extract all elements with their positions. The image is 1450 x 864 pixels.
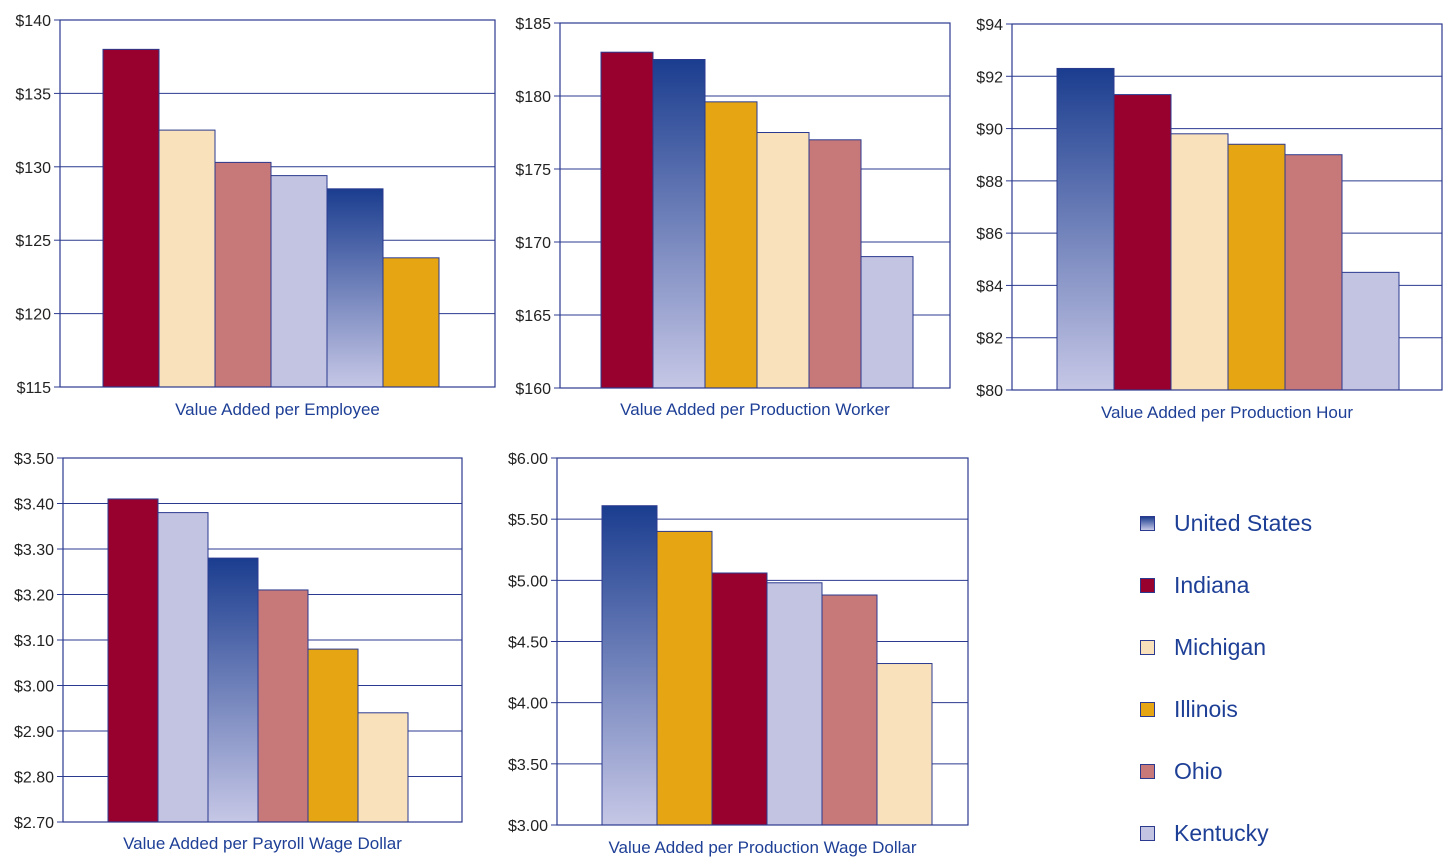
bar-kentucky [766, 582, 823, 826]
legend-item-kentucky: Kentucky [1140, 802, 1430, 864]
bar-michigan [756, 132, 810, 389]
chart-employee: $115 $120 $125 $130 $135 $140 Value Added per … [15, 13, 496, 419]
y-tick-label: $2.80 [14, 770, 54, 787]
x-axis-label: Value Added per Payroll Wage Dollar [123, 834, 402, 853]
legend-item-indiana: Indiana [1140, 554, 1430, 616]
y-tick-label: $3.40 [14, 497, 54, 514]
legend-item-ohio: Ohio [1140, 740, 1430, 802]
y-tick-label: $94 [976, 17, 1003, 34]
bar-illinois [307, 648, 359, 823]
x-axis-label: Value Added per Employee [175, 400, 380, 419]
bar-illinois [656, 530, 713, 826]
bar-michigan [876, 663, 933, 826]
y-tick-label: $120 [15, 307, 51, 324]
bar-indiana [600, 51, 654, 389]
bar-united-states [326, 188, 384, 388]
y-tick-label: $82 [976, 331, 1003, 348]
y-tick-label: $3.20 [14, 588, 54, 605]
bar-michigan [1170, 133, 1229, 391]
y-tick-label: $80 [976, 383, 1003, 400]
y-tick-label: $2.90 [14, 724, 54, 741]
legend-label: Ohio [1174, 757, 1223, 784]
legend-swatch [1140, 639, 1155, 655]
y-tick-label: $90 [976, 122, 1003, 139]
bar-kentucky [157, 512, 209, 823]
bar-michigan [158, 129, 216, 388]
bar-illinois [1227, 143, 1286, 391]
chart-production-worker: $160 $165 $170 $175 $180 $185 Value Added per … [515, 16, 951, 419]
bar-united-states [601, 505, 658, 826]
bar-illinois [704, 101, 758, 389]
y-tick-label: $115 [17, 380, 52, 397]
x-axis-label: Value Added per Production Hour [1101, 403, 1353, 422]
legend-label: Kentucky [1174, 819, 1269, 846]
x-axis-label: Value Added per Production Worker [620, 400, 890, 419]
y-tick-label: $84 [976, 278, 1003, 295]
y-tick-label: $165 [515, 308, 551, 325]
legend-label: Illinois [1174, 695, 1238, 722]
y-tick-label: $5.00 [508, 573, 548, 590]
bar-united-states [1056, 67, 1115, 391]
legend-swatch [1140, 701, 1155, 717]
legend: United States Indiana Michigan Illinois Ohio… [1140, 492, 1430, 864]
y-tick-label: $92 [976, 69, 1003, 86]
y-tick-label: $3.30 [14, 542, 54, 559]
legend-item-michigan: Michigan [1140, 616, 1430, 678]
y-tick-label: $86 [976, 226, 1003, 243]
y-tick-label: $135 [15, 86, 51, 103]
bar-kentucky [270, 175, 328, 388]
bar-ohio [214, 161, 272, 388]
y-tick-label: $4.00 [508, 696, 548, 713]
bar-illinois [382, 257, 440, 388]
bar-ohio [257, 589, 309, 823]
bar-ohio [808, 139, 862, 389]
y-tick-label: $175 [515, 162, 551, 179]
plot-frame [1011, 23, 1443, 391]
y-tick-label: $4.50 [508, 635, 548, 652]
y-tick-label: $3.00 [508, 818, 548, 835]
y-tick-label: $3.10 [14, 633, 54, 650]
bar-michigan [357, 712, 409, 823]
y-tick-label: $5.50 [508, 512, 548, 529]
y-tick-label: $140 [15, 13, 51, 30]
bar-indiana [107, 498, 159, 823]
y-tick-label: $3.00 [14, 679, 54, 696]
y-tick-label: $160 [515, 381, 551, 398]
y-tick-label: $170 [515, 235, 551, 252]
y-tick-label: $125 [15, 233, 51, 250]
plot-frame [59, 19, 496, 388]
bar-indiana [1113, 94, 1172, 391]
bar-united-states [652, 59, 706, 389]
chart-production-wage-dollar: $3.00 $3.50 $4.00 $4.50 $5.00 $5.50 $6.00 Value… [508, 451, 969, 857]
legend-label: United States [1174, 509, 1313, 536]
legend-label: Indiana [1174, 571, 1250, 598]
legend-item-illinois: Illinois [1140, 678, 1430, 740]
y-tick-label: $130 [15, 160, 51, 177]
bar-kentucky [860, 256, 914, 389]
y-tick-label: $2.70 [14, 815, 54, 832]
y-tick-label: $88 [976, 174, 1003, 191]
bar-indiana [102, 48, 160, 388]
bar-indiana [711, 572, 768, 826]
y-tick-label: $185 [515, 16, 551, 33]
legend-label: Michigan [1174, 633, 1267, 660]
legend-swatch [1140, 577, 1155, 593]
bar-ohio [1284, 154, 1343, 391]
y-tick-label: $180 [515, 89, 551, 106]
y-tick-label: $3.50 [14, 451, 54, 468]
legend-swatch [1140, 515, 1155, 531]
y-tick-label: $6.00 [508, 451, 548, 468]
legend-item-united-states: United States [1140, 492, 1430, 554]
x-axis-label: Value Added per Production Wage Dollar [608, 838, 916, 857]
bar-kentucky [1341, 271, 1400, 391]
chart-production-hour: $80 $82 $84 $86 $88 $90 $92 $94 Value Added per … [976, 17, 1443, 422]
bar-ohio [821, 594, 878, 826]
y-tick-label: $3.50 [508, 757, 548, 774]
legend-swatch [1140, 825, 1155, 841]
plot-frame [559, 22, 951, 389]
legend-swatch [1140, 763, 1155, 779]
bar-united-states [207, 557, 259, 823]
chart-payroll-wage-dollar: $2.70 $2.80 $2.90 $3.00 $3.10 $3.20 $3.30 $3.40… [14, 451, 463, 853]
